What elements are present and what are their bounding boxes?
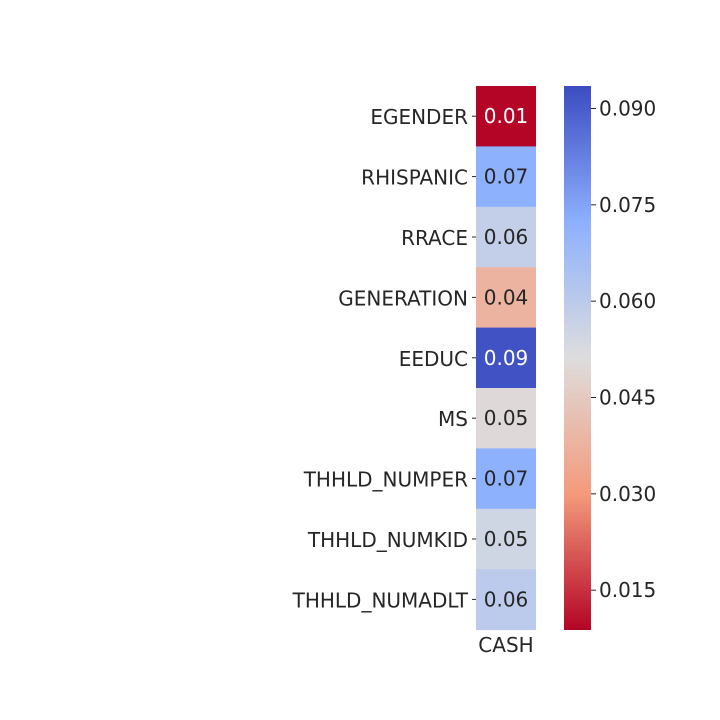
row-label: THHLD_NUMPER [303,468,468,492]
heatmap-cell [476,448,536,510]
heatmap-cell [476,146,536,208]
row-label: GENERATION [338,286,468,310]
heatmap-cell [476,86,536,147]
cell-value-label: 0.06 [484,587,529,611]
colorbar-tick-label: 0.075 [599,193,656,217]
heatmap-cell [476,206,536,268]
cell-value-label: 0.09 [484,346,529,370]
cell-value-label: 0.01 [484,104,529,128]
colorbar-tick-label: 0.090 [599,96,656,120]
cell-value-label: 0.07 [484,165,529,189]
cell-value-label: 0.05 [484,406,529,430]
heatmap-cell [476,327,536,389]
row-label: RRACE [401,226,468,250]
cell-value-label: 0.04 [484,285,529,309]
colorbar-tick-label: 0.045 [599,385,656,409]
column-labels: CASH [478,633,533,657]
colorbar-tick-label: 0.030 [599,482,656,506]
row-label: MS [438,407,468,431]
cell-value-label: 0.06 [484,225,529,249]
heatmap-cell [476,267,536,329]
row-label: THHLD_NUMADLT [292,588,469,612]
colorbar [564,86,591,630]
column-label: CASH [478,633,533,657]
cell-value-label: 0.07 [484,467,529,491]
row-label: RHISPANIC [361,166,468,190]
row-label: EEDUC [399,347,468,371]
row-label: THHLD_NUMKID [307,528,468,552]
row-label: EGENDER [370,105,468,129]
heatmap-cells: 0.01 0.07 0.06 0.04 0.09 0.05 0.07 0.05 0.06 [476,86,536,631]
colorbar-tick-label: 0.060 [599,289,656,313]
colorbar-ticks: 0.015 0.030 0.045 0.060 0.075 0.090 [591,96,656,602]
colorbar-tick-label: 0.015 [599,578,656,602]
row-labels: EGENDER RHISPANIC RRACE GENERATION EEDUC MS TH… [292,105,476,612]
heatmap-cell [476,388,536,449]
cell-value-label: 0.05 [484,527,529,551]
heatmap-cell [476,508,536,570]
heatmap-cell [476,569,536,631]
